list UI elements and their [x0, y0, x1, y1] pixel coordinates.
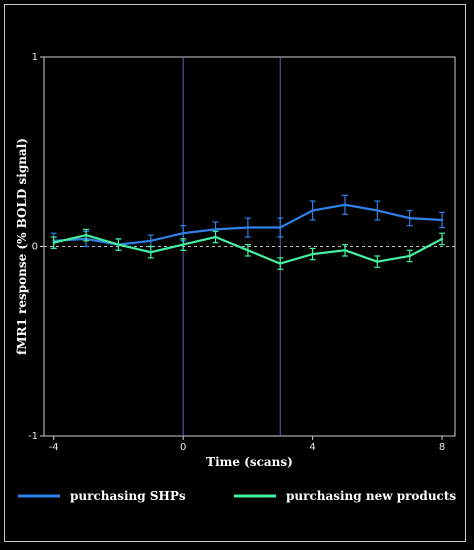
data-point: [440, 237, 444, 241]
data-point: [149, 250, 152, 254]
data-point: [181, 243, 185, 246]
data-point: [214, 228, 217, 231]
x-tick-label: 8: [439, 442, 445, 453]
x-axis-label: Time (scans): [206, 455, 293, 469]
data-point: [408, 216, 411, 220]
data-point: [117, 243, 120, 246]
figure-frame: [4, 4, 466, 542]
data-point: [246, 249, 250, 252]
data-point: [343, 203, 347, 207]
data-point: [246, 226, 250, 229]
x-tick-label: 0: [180, 442, 186, 453]
x-tick-label: -4: [49, 442, 59, 453]
data-point: [311, 252, 314, 256]
data-point: [376, 260, 379, 263]
data-point: [408, 254, 411, 258]
data-point: [84, 233, 88, 237]
data-point: [149, 239, 152, 243]
data-point: [181, 232, 185, 235]
data-point: [214, 235, 217, 239]
legend-label-shps: purchasing SHPs: [70, 489, 186, 503]
plot-area: -1 0 1 -4 0 4 8: [28, 52, 456, 453]
y-tick-label: 0: [32, 242, 38, 253]
x-tick-label: 4: [309, 442, 315, 453]
data-point: [440, 218, 444, 222]
series-1: [50, 228, 446, 270]
legend: purchasing SHPs purchasing new products: [18, 489, 456, 503]
data-point: [376, 209, 379, 212]
data-point: [52, 241, 55, 244]
data-point: [343, 249, 347, 252]
y-tick-label: 1: [32, 52, 38, 63]
data-point: [311, 209, 314, 212]
data-point: [279, 226, 282, 229]
legend-label-new-products: purchasing new products: [286, 489, 456, 503]
y-axis-label: fMR1 response (% BOLD signal): [15, 138, 29, 355]
y-tick-label: -1: [28, 431, 38, 442]
data-point: [279, 262, 282, 265]
